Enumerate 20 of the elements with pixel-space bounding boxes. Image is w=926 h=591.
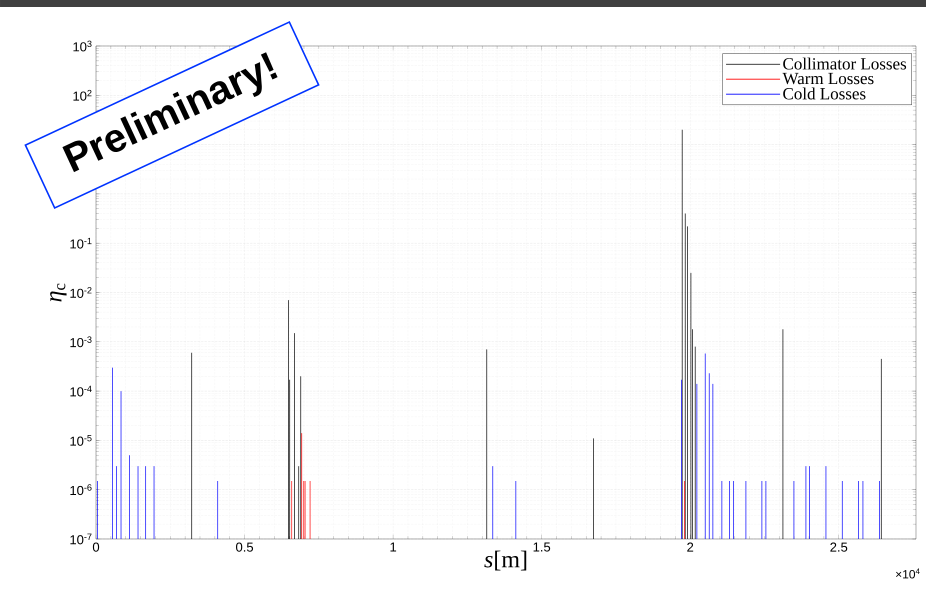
x-axis-title: s[m]	[484, 550, 526, 570]
y-tick-label: 10$^{-7}$	[70, 534, 92, 544]
y-axis-title: η$_{c}$	[50, 284, 67, 302]
y-tick-label: 10$^{-1}$	[70, 238, 92, 249]
y-tick-label: 10$^{3}$	[73, 40, 92, 52]
legend-label: Warm Losses	[782, 72, 874, 84]
y-tick-label: 10$^{-4}$	[70, 386, 92, 396]
x-tick-label: 2.5	[830, 542, 848, 552]
x-tick-label: 1.5	[534, 542, 550, 552]
y-tick-label: 10$^{-2}$	[70, 287, 92, 298]
y-tick-label: 10$^{-3}$	[70, 336, 92, 348]
y-tick-label: 10$^{-6}$	[70, 484, 92, 496]
x-tick-label: 0.5	[236, 542, 254, 552]
legend-label: Cold Losses	[783, 88, 866, 100]
x-tick-label: 2	[687, 542, 694, 552]
x-tick-label: 1	[390, 542, 396, 552]
y-tick-label: 10$^{-5}$	[70, 435, 92, 446]
x-tick-label: 0	[92, 542, 100, 552]
text: ×10$^{4}$	[896, 568, 920, 578]
legend-label: Collimator Losses	[783, 58, 906, 70]
